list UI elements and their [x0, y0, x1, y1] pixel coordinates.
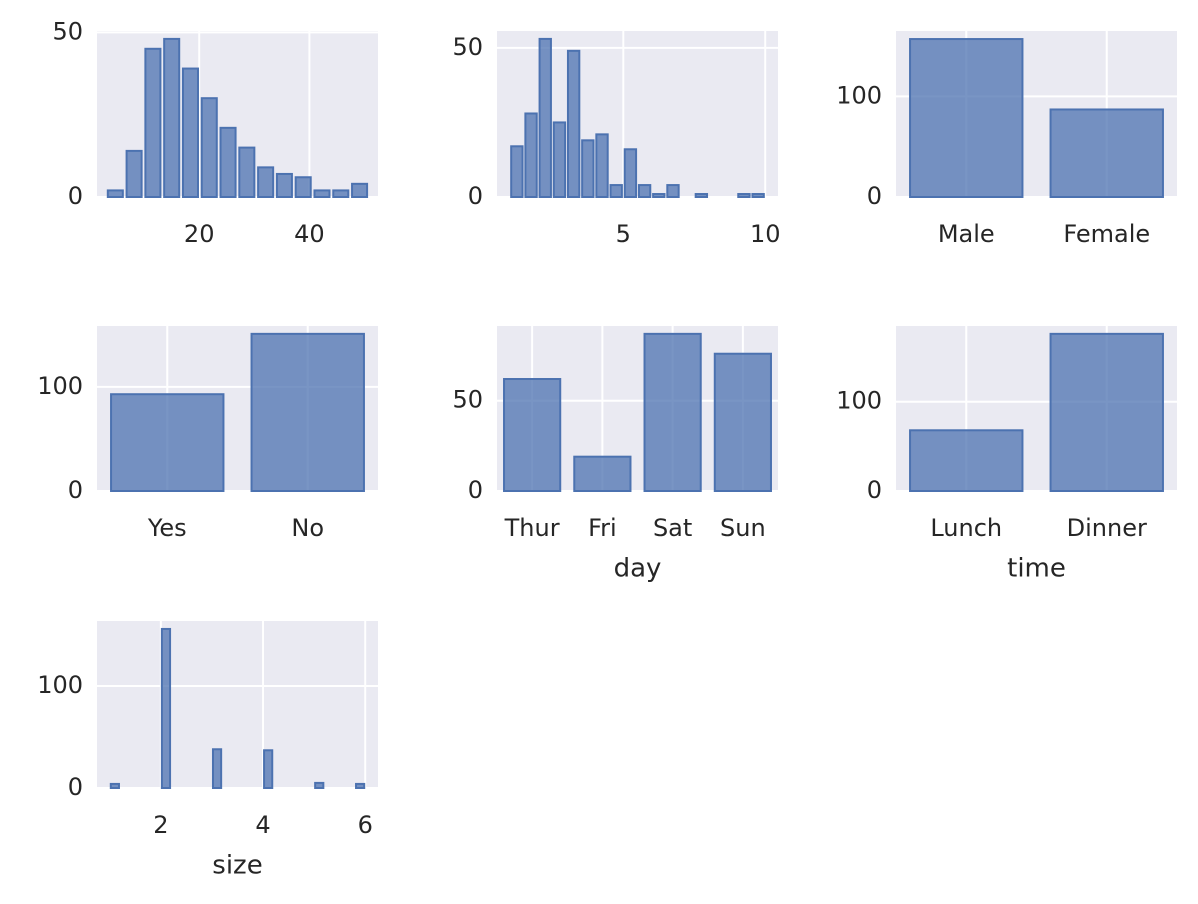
- histogram-bar: [106, 189, 124, 199]
- histogram-bar: [263, 749, 274, 789]
- histogram-bar: [109, 782, 120, 790]
- histogram-bar: [566, 49, 581, 199]
- bar: [250, 332, 365, 492]
- histogram-bar: [314, 781, 325, 790]
- y-tick-label: 0: [68, 476, 83, 504]
- y-tick-label: 100: [37, 372, 83, 400]
- x-tick-label: Sun: [720, 514, 766, 542]
- y-tick-label: 0: [68, 182, 83, 210]
- bar: [1049, 332, 1164, 492]
- x-tick-label: Male: [938, 220, 995, 248]
- y-tick-label: 100: [836, 81, 882, 109]
- x-tick-label: Fri: [588, 514, 617, 542]
- y-tick-label: 0: [867, 476, 882, 504]
- histogram-bar: [623, 148, 638, 198]
- histogram-bar: [332, 189, 350, 199]
- x-tick-label: Female: [1063, 220, 1150, 248]
- histogram-bar: [219, 126, 237, 198]
- bar: [713, 352, 772, 492]
- histogram-bar: [211, 748, 223, 789]
- y-tick-label: 50: [452, 33, 483, 61]
- x-tick-label: Sat: [653, 514, 692, 542]
- histogram-bar: [238, 146, 256, 199]
- histogram-bar: [200, 97, 218, 198]
- bar: [1049, 108, 1164, 198]
- histogram-bar: [275, 172, 293, 198]
- bar: [503, 378, 562, 492]
- y-tick-label: 100: [836, 387, 882, 415]
- plot-area: [97, 31, 378, 197]
- y-tick-label: 50: [452, 386, 483, 414]
- histogram-bar: [524, 112, 538, 198]
- histogram-bar: [181, 67, 199, 198]
- histogram-bar: [737, 193, 751, 199]
- histogram-bar: [694, 193, 709, 199]
- x-tick-label: 10: [750, 220, 781, 248]
- x-tick-label: 40: [294, 220, 325, 248]
- histogram-bar: [351, 182, 369, 198]
- histogram-bar: [666, 184, 680, 198]
- histogram-bar: [595, 133, 609, 198]
- y-tick-label: 0: [68, 773, 83, 801]
- subplot: 0 50 20 40: [52, 17, 378, 248]
- y-tick-label: 100: [37, 671, 83, 699]
- histogram-bar: [313, 189, 331, 199]
- bar: [909, 38, 1024, 198]
- x-tick-label: Yes: [147, 514, 187, 542]
- bar: [909, 429, 1024, 492]
- histogram-bar: [257, 166, 275, 199]
- x-tick-label: Dinner: [1067, 514, 1147, 542]
- histogram-bar: [355, 782, 366, 790]
- x-tick-label: No: [291, 514, 324, 542]
- x-axis-label: day: [614, 554, 662, 584]
- subplot: 0 100 2 4 6 size: [37, 621, 378, 881]
- subplot: 0 50 Thur Fri Sat Sun day: [452, 326, 778, 584]
- x-axis-label: size: [212, 851, 262, 881]
- x-tick-label: Thur: [504, 514, 560, 542]
- x-tick-label: 4: [255, 811, 270, 839]
- subplot: 0 100 Yes No: [37, 326, 378, 542]
- histogram-bar: [609, 184, 623, 198]
- x-tick-label: 6: [358, 811, 373, 839]
- y-tick-label: 0: [468, 476, 483, 504]
- histogram-bar: [163, 37, 181, 199]
- bar: [643, 332, 702, 492]
- subplot: 0 100 Male Female: [836, 31, 1177, 248]
- plot-area: [97, 621, 378, 788]
- histogram-bar: [751, 193, 765, 199]
- x-tick-label: 20: [184, 220, 215, 248]
- histogram-bar: [581, 139, 595, 199]
- x-axis-label: time: [1007, 554, 1066, 584]
- x-tick-label: 2: [153, 811, 168, 839]
- histogram-bar: [652, 193, 666, 199]
- bar: [573, 455, 632, 493]
- y-tick-label: 50: [52, 17, 83, 45]
- histogram-bar: [294, 176, 312, 199]
- histogram-bar: [538, 37, 552, 199]
- x-tick-label: Lunch: [930, 514, 1002, 542]
- histogram-bar: [510, 145, 524, 198]
- histogram-bar: [552, 121, 567, 198]
- histogram-bar: [125, 149, 143, 198]
- histogram-bar: [160, 627, 172, 790]
- x-tick-label: 5: [616, 220, 631, 248]
- y-tick-label: 0: [468, 182, 483, 210]
- bar: [110, 393, 225, 492]
- histogram-bar: [637, 184, 652, 198]
- y-tick-label: 0: [867, 182, 882, 210]
- histogram-bar: [144, 47, 162, 198]
- subplot: 0 50 5 10: [452, 31, 781, 248]
